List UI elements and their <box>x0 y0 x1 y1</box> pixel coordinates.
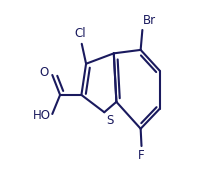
Text: S: S <box>107 114 114 127</box>
Text: Br: Br <box>142 14 156 27</box>
Text: Cl: Cl <box>74 27 86 40</box>
Text: O: O <box>39 66 49 79</box>
Text: HO: HO <box>33 109 50 122</box>
Text: F: F <box>138 149 145 162</box>
